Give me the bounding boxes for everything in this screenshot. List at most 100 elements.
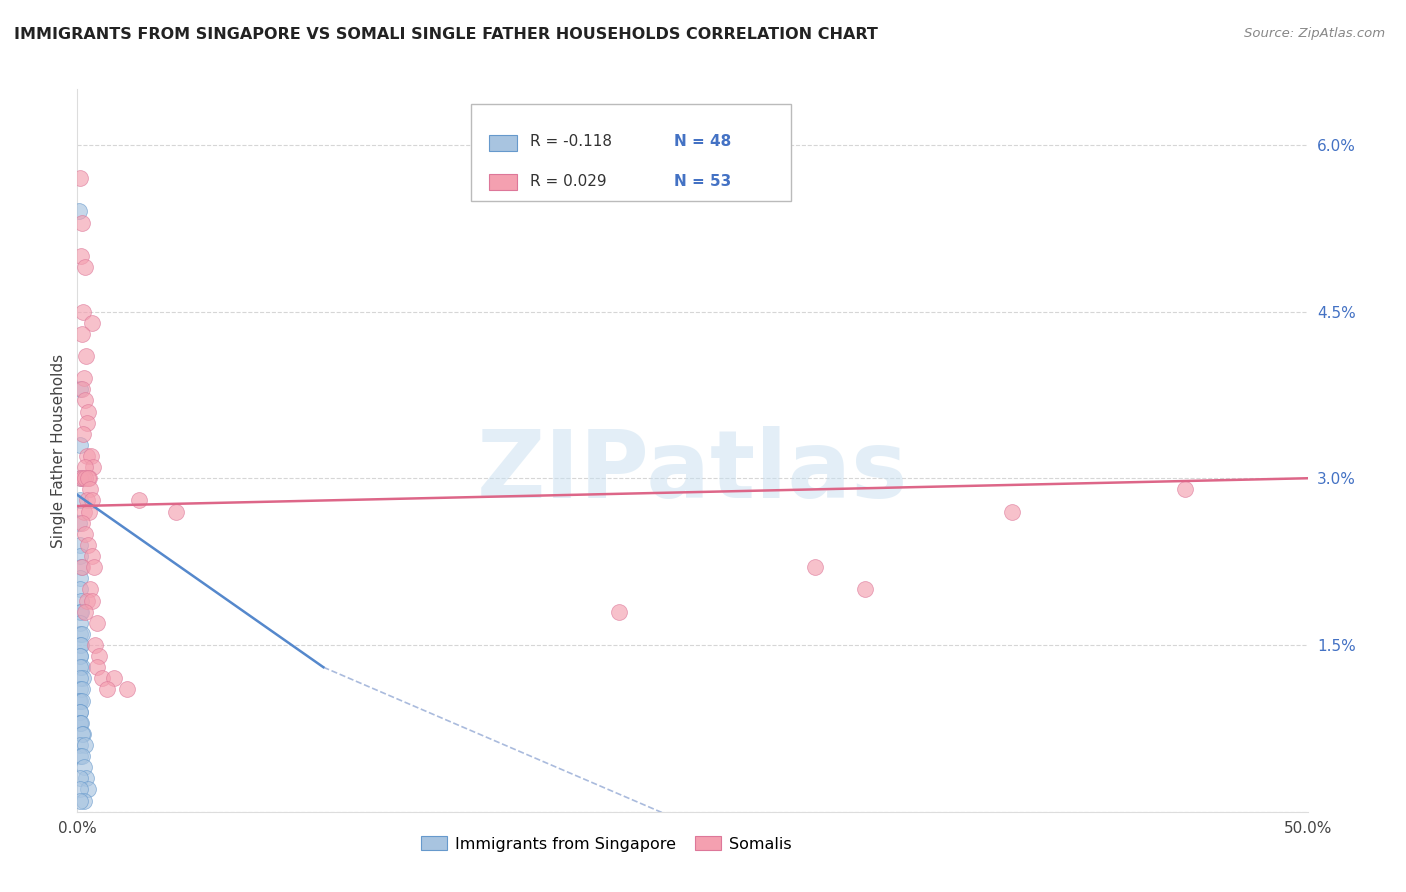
Text: N = 48: N = 48 (673, 135, 731, 150)
Point (70, 326, 93, 341)
Point (69, 471, 91, 485)
Text: Source: ZipAtlas.com: Source: ZipAtlas.com (1244, 27, 1385, 40)
Point (69, 738, 91, 752)
Text: IMMIGRANTS FROM SINGAPORE VS SOMALI SINGLE FATHER HOUSEHOLDS CORRELATION CHART: IMMIGRANTS FROM SINGAPORE VS SOMALI SING… (14, 27, 877, 42)
Point (76, 416, 98, 430)
Point (73, 371, 96, 385)
Point (76, 493, 98, 508)
Point (67, 516, 90, 530)
Point (79, 582, 101, 597)
Point (80, 449, 103, 463)
Point (72, 727, 94, 741)
Point (73, 260, 96, 274)
Point (69, 627, 91, 641)
Point (75, 471, 97, 485)
Point (90, 671, 114, 685)
Point (79, 483, 101, 497)
Point (70, 471, 93, 485)
Point (69, 438, 91, 452)
Point (70, 516, 93, 530)
Point (70, 660, 93, 674)
Point (1174, 483, 1197, 497)
Point (76, 471, 98, 485)
Point (69, 715, 91, 730)
Point (69, 593, 91, 607)
Point (73, 760, 96, 774)
Point (72, 671, 94, 685)
Point (75, 526, 97, 541)
Point (1001, 505, 1024, 519)
Point (67, 693, 90, 707)
Point (77, 471, 100, 485)
Point (82, 549, 104, 563)
Point (69, 571, 91, 585)
Point (69, 382, 91, 396)
Point (69, 605, 91, 619)
Point (76, 782, 98, 797)
Point (70, 693, 93, 707)
FancyBboxPatch shape (471, 103, 792, 202)
Point (72, 304, 94, 318)
Point (75, 738, 97, 752)
Point (72, 426, 94, 441)
Point (75, 772, 97, 786)
Point (69, 615, 91, 630)
Point (69, 660, 91, 674)
Point (76, 593, 98, 607)
Point (69, 171, 91, 186)
Point (69, 705, 91, 719)
Point (69, 549, 91, 563)
Point (69, 538, 91, 552)
Point (86, 615, 108, 630)
Point (75, 393, 97, 408)
Point (69, 705, 91, 719)
Point (73, 605, 96, 619)
Point (103, 671, 125, 685)
Point (69, 794, 91, 808)
Text: R = -0.118: R = -0.118 (530, 135, 612, 150)
Point (69, 493, 91, 508)
Point (69, 715, 91, 730)
Point (69, 715, 91, 730)
Point (70, 382, 93, 396)
Point (853, 582, 876, 597)
Text: R = 0.029: R = 0.029 (530, 174, 606, 189)
Point (82, 593, 104, 607)
Point (69, 782, 91, 797)
Point (165, 505, 187, 519)
Point (72, 471, 94, 485)
Point (82, 316, 104, 330)
Point (804, 560, 827, 574)
Point (69, 749, 91, 764)
Point (73, 505, 96, 519)
Text: N = 53: N = 53 (673, 174, 731, 189)
Point (89, 649, 111, 664)
Point (67, 204, 90, 219)
Point (70, 682, 93, 697)
Point (69, 693, 91, 707)
Point (83, 638, 105, 652)
Point (83, 560, 105, 574)
FancyBboxPatch shape (489, 135, 516, 151)
Point (70, 560, 93, 574)
Point (70, 605, 93, 619)
Point (96, 682, 118, 697)
Point (77, 505, 100, 519)
Point (76, 538, 98, 552)
Point (70, 249, 93, 263)
Point (70, 749, 93, 764)
Point (73, 460, 96, 475)
Point (69, 671, 91, 685)
Legend: Immigrants from Singapore, Somalis: Immigrants from Singapore, Somalis (415, 830, 797, 858)
Point (69, 682, 91, 697)
Point (70, 216, 93, 230)
FancyBboxPatch shape (489, 175, 516, 190)
Point (86, 660, 108, 674)
Point (69, 638, 91, 652)
Point (69, 649, 91, 664)
Point (115, 682, 138, 697)
Point (128, 493, 150, 508)
Point (70, 638, 93, 652)
Y-axis label: Single Father Households: Single Father Households (51, 353, 66, 548)
Point (76, 449, 98, 463)
